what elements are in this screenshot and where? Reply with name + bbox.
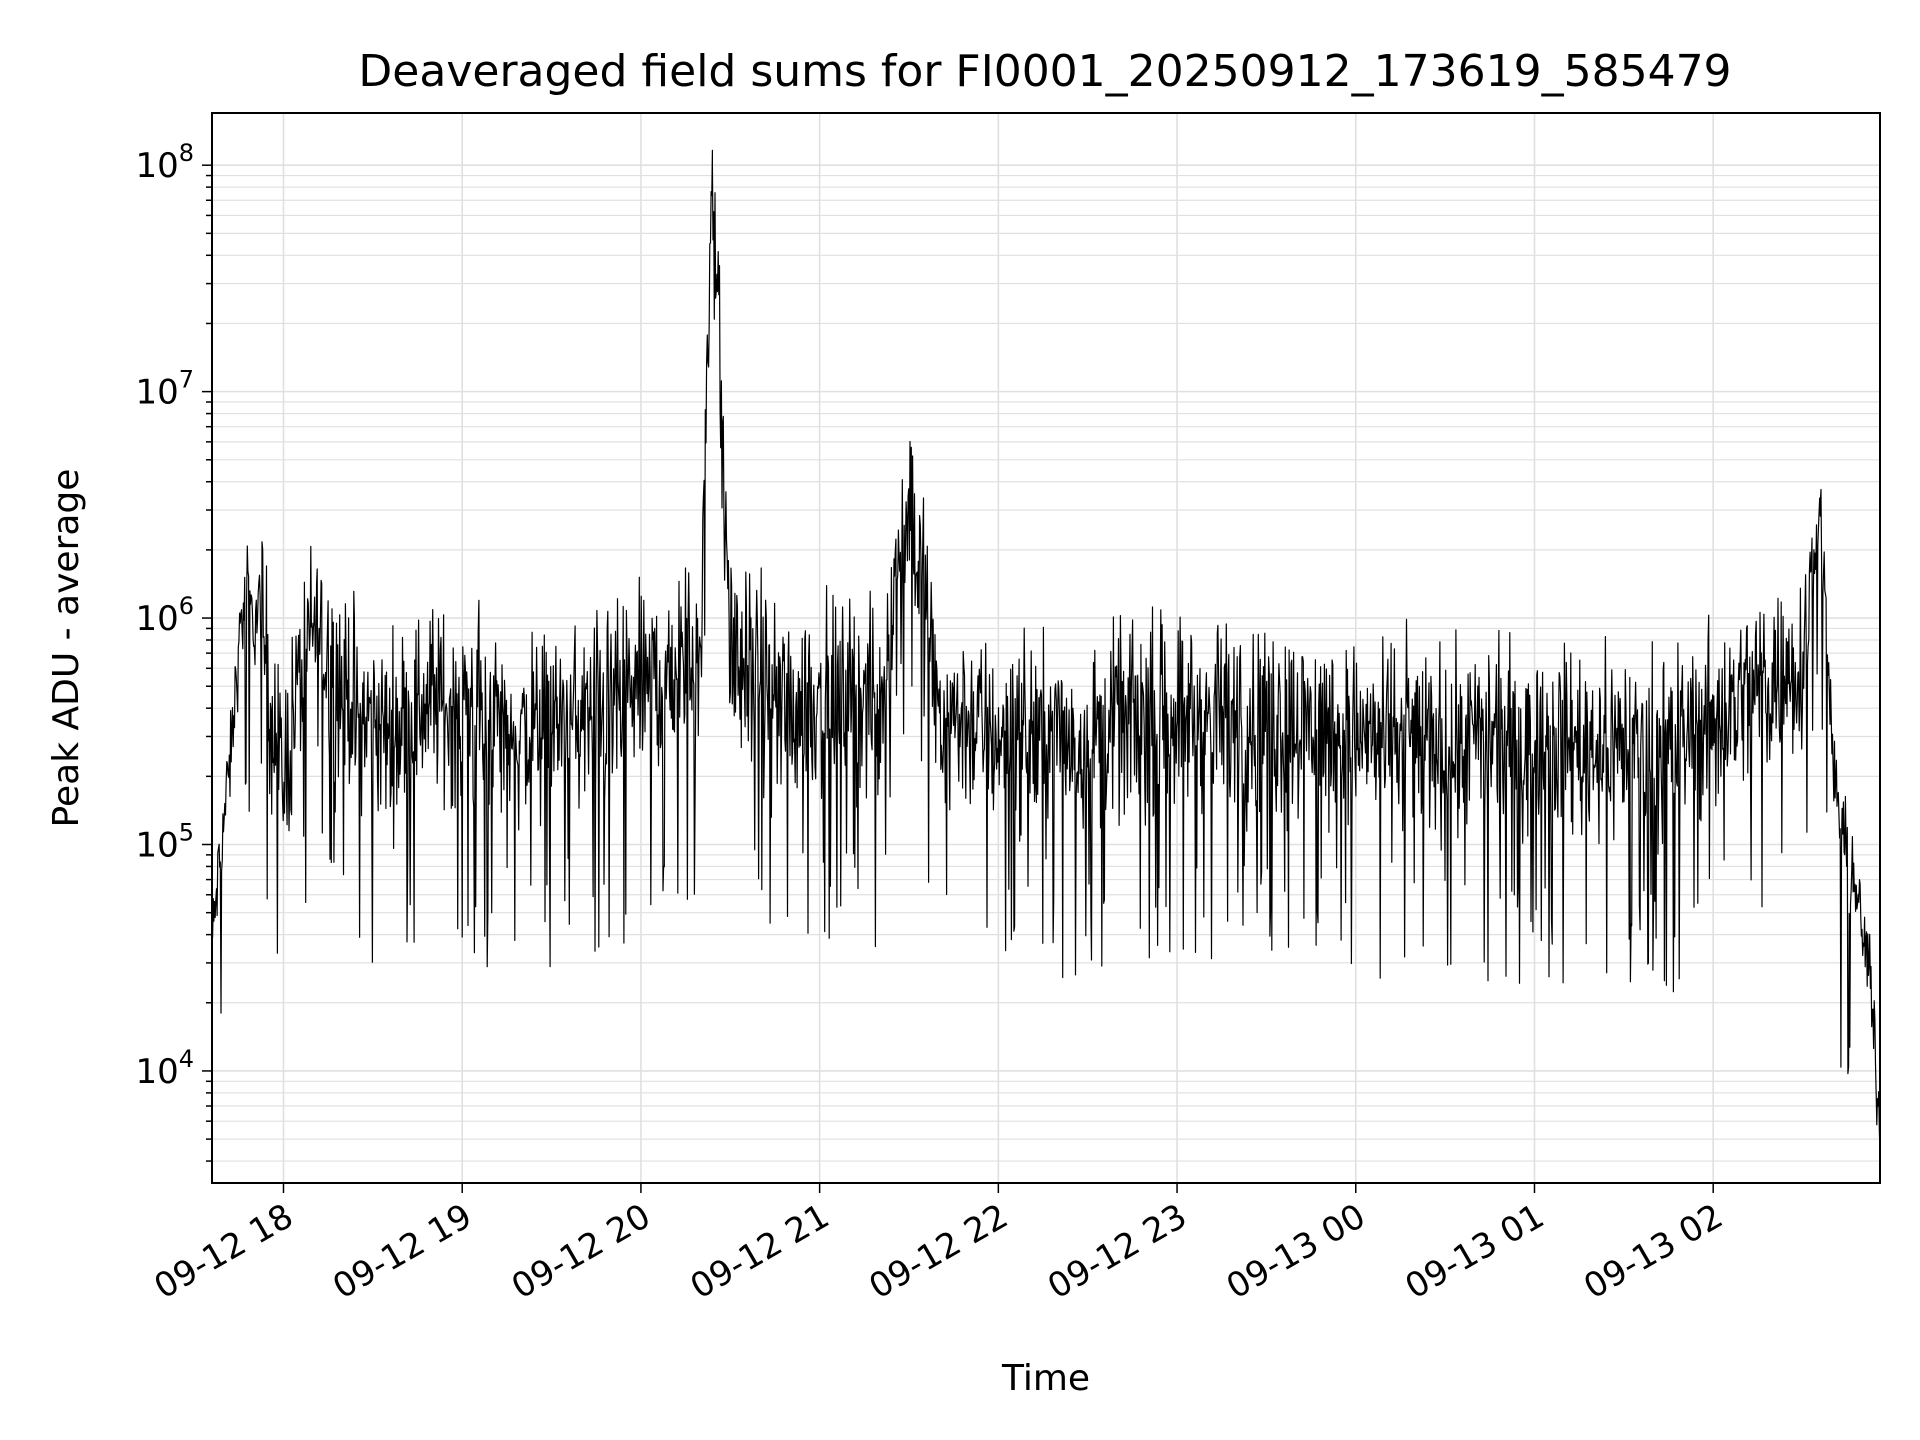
- grid: [212, 113, 1880, 1183]
- y-tick-label: 108: [135, 139, 194, 186]
- x-axis-label: Time: [1001, 1358, 1090, 1399]
- series-line: [211, 149, 1881, 1153]
- y-axis-label: Peak ADU - average: [46, 469, 87, 828]
- y-tick-label: 106: [135, 592, 194, 639]
- y-tick-label: 104: [135, 1045, 194, 1092]
- plot-frame: [211, 112, 1881, 1184]
- y-tick-label: 105: [135, 819, 194, 866]
- series: [211, 149, 1881, 1153]
- y-tick-label: 107: [135, 366, 194, 413]
- chart-title: Deaveraged field sums for FI0001_2025091…: [358, 46, 1731, 97]
